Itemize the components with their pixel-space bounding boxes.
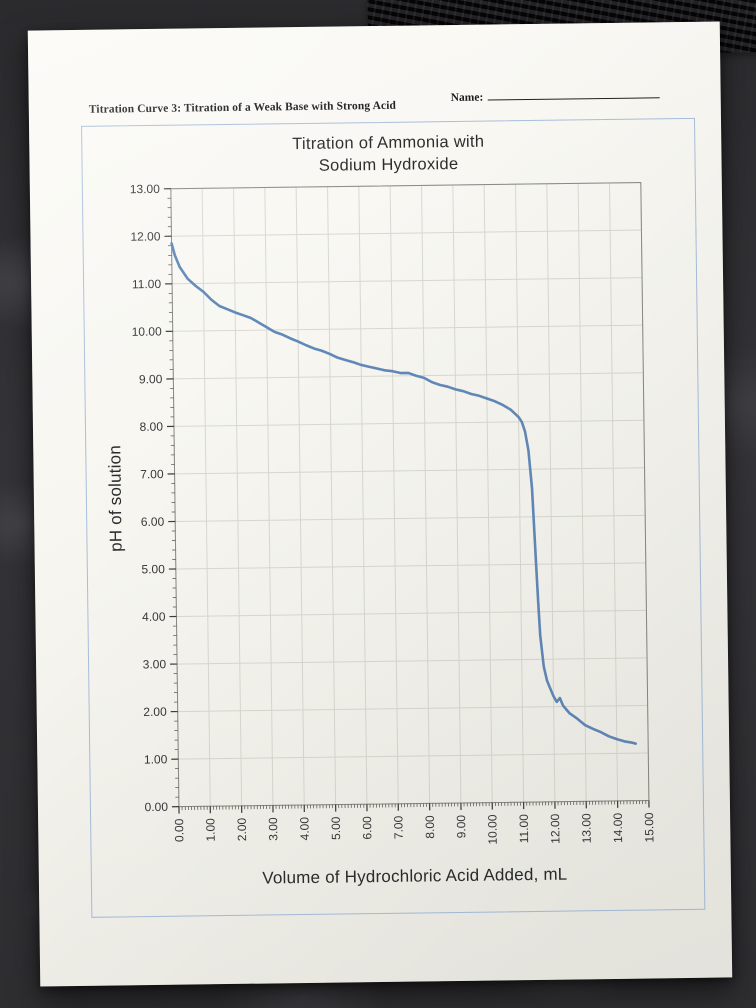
svg-text:10.00: 10.00 [485, 814, 499, 845]
plot-border [170, 182, 650, 808]
svg-text:10.00: 10.00 [132, 324, 163, 338]
svg-text:11.00: 11.00 [517, 814, 531, 844]
x-tick-labels: 0.00 1.00 2.00 3.00 4.00 5.00 6.00 7.00 8.00 9.00… [172, 812, 656, 845]
y-tick-labels: 0.00 1.00 2.00 3.00 4.00 5.00 6.00 7.00 8.00 9.00… [130, 182, 169, 814]
svg-text:13.00: 13.00 [130, 182, 161, 196]
svg-text:8.00: 8.00 [140, 420, 164, 434]
svg-text:12.00: 12.00 [130, 229, 161, 243]
name-field: Name: [451, 86, 660, 104]
svg-text:11.00: 11.00 [132, 277, 162, 291]
svg-text:14.00: 14.00 [611, 812, 625, 843]
worksheet-page: Titration Curve 3: Titration of a Weak B… [27, 21, 733, 987]
svg-text:6.00: 6.00 [360, 816, 374, 840]
svg-text:13.00: 13.00 [579, 813, 593, 844]
worksheet-title: Titration Curve 3: Titration of a Weak B… [88, 99, 397, 116]
svg-text:12.00: 12.00 [548, 813, 562, 844]
name-label: Name: [450, 91, 484, 105]
svg-text:8.00: 8.00 [423, 815, 437, 839]
svg-text:0.00: 0.00 [172, 818, 186, 842]
svg-text:0.00: 0.00 [144, 800, 168, 814]
x-axis-title: Volume of Hydrochloric Acid Added, mL [262, 865, 567, 888]
chart-container: Titration of Ammonia with Sodium Hydroxi… [81, 117, 706, 918]
svg-text:9.00: 9.00 [454, 815, 468, 839]
svg-text:9.00: 9.00 [139, 372, 163, 386]
svg-text:1.00: 1.00 [203, 818, 217, 842]
svg-text:4.00: 4.00 [142, 610, 166, 624]
minor-ticks [167, 188, 650, 811]
titration-curve [170, 242, 637, 745]
name-blank-line [487, 86, 660, 101]
major-ticks [163, 188, 650, 814]
svg-text:6.00: 6.00 [141, 515, 165, 529]
y-axis-title: pH of solution [105, 445, 125, 552]
svg-text:1.00: 1.00 [144, 752, 168, 766]
svg-text:15.00: 15.00 [642, 812, 656, 843]
svg-text:2.00: 2.00 [143, 705, 167, 719]
titration-curve-chart: 0.00 1.00 2.00 3.00 4.00 5.00 6.00 7.00 8.00 9.00… [105, 182, 656, 888]
svg-text:3.00: 3.00 [266, 817, 280, 841]
svg-text:2.00: 2.00 [235, 817, 249, 841]
svg-text:7.00: 7.00 [391, 815, 405, 839]
svg-text:5.00: 5.00 [141, 562, 165, 576]
gridlines [170, 182, 650, 808]
svg-text:3.00: 3.00 [143, 657, 167, 671]
svg-text:5.00: 5.00 [329, 816, 343, 840]
svg-text:7.00: 7.00 [140, 467, 164, 481]
svg-text:4.00: 4.00 [297, 817, 311, 841]
